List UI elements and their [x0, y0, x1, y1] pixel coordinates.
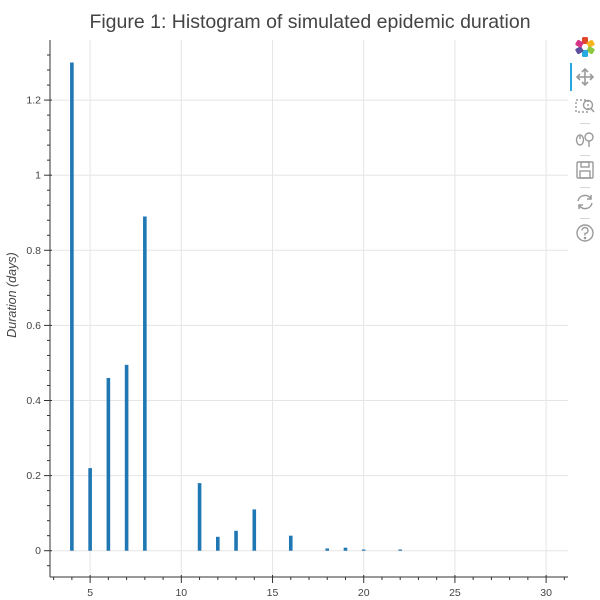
histogram-bar [252, 509, 257, 551]
active-tool-indicator [570, 63, 572, 91]
x-tick-label: 10 [175, 587, 187, 599]
y-tick-label: 0.6 [26, 320, 41, 332]
x-tick-label: 25 [449, 587, 461, 599]
toolbar-separator [580, 123, 590, 124]
histogram-bar [88, 468, 92, 551]
x-tick-label: 15 [267, 587, 279, 599]
histogram-bar [288, 535, 293, 551]
y-tick-label: 0.8 [26, 245, 41, 257]
histogram-bar [216, 536, 220, 551]
histogram-bar [234, 530, 238, 551]
histogram-bar [70, 62, 74, 551]
toolbar [570, 34, 600, 244]
bars [70, 62, 402, 551]
y-tick-label: 0.4 [26, 395, 41, 407]
y-tick-label: 1.2 [26, 95, 41, 107]
box-zoom-icon[interactable] [574, 96, 596, 118]
histogram-bar [106, 377, 111, 551]
y-tick-label: 0.2 [26, 470, 41, 482]
axes: 0 0.2 0.4 0.6 0.8 1 1.2 5 10 15 20 25 30 [26, 40, 568, 599]
histogram-bar [197, 483, 202, 551]
bokeh-logo-icon[interactable] [574, 36, 596, 58]
x-tick-label: 5 [87, 587, 93, 599]
reset-icon[interactable] [574, 191, 596, 213]
save-icon[interactable] [574, 159, 596, 181]
y-tick-label: 1 [35, 170, 41, 182]
toolbar-separator [580, 187, 590, 188]
pan-icon[interactable] [574, 66, 596, 88]
x-tick-label: 20 [358, 587, 370, 599]
wheel-zoom-icon[interactable] [574, 128, 596, 150]
toolbar-separator [580, 218, 590, 219]
y-tick-label: 0 [35, 545, 41, 557]
help-icon[interactable] [574, 222, 596, 244]
histogram-bar [343, 547, 348, 551]
y-axis-label: Duration (days) [5, 252, 19, 337]
histogram-bar [143, 216, 147, 551]
toolbar-separator [580, 155, 590, 156]
histogram-bar [325, 548, 330, 551]
histogram-bar [398, 549, 402, 551]
histogram-bar [361, 549, 366, 551]
chart-title: Figure 1: Histogram of simulated epidemi… [89, 11, 530, 33]
x-tick-label: 30 [540, 587, 552, 599]
histogram-bar [124, 364, 129, 551]
grid [50, 40, 568, 577]
